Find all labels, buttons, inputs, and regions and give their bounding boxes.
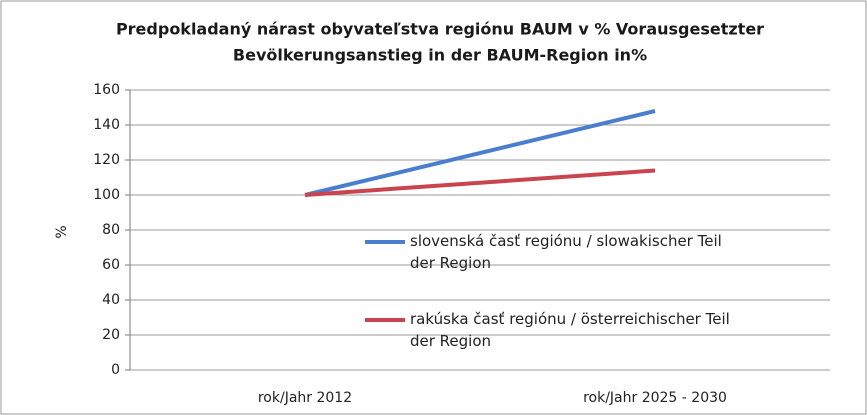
y-tick-label: 60 [102, 257, 120, 273]
y-tick-label: 100 [93, 187, 120, 203]
y-tick-label: 40 [102, 292, 120, 308]
series-line [304, 109, 656, 197]
legend-label: slovenská časť regiónu / slowakischer Te… [410, 232, 722, 272]
series-line [304, 168, 656, 197]
chart-title: Predpokladaný nárast obyvateľstva región… [116, 20, 764, 39]
y-tick-label: 160 [93, 82, 120, 98]
x-tick-label: rok/Jahr 2012 [258, 390, 352, 406]
y-tick-label: 140 [93, 117, 120, 133]
y-tick-label: 80 [102, 222, 120, 238]
chart-title: Bevölkerungsanstieg in der BAUM-Region i… [233, 46, 647, 65]
y-tick-label: 20 [102, 327, 120, 343]
legend-label: rakúska časť regiónu / österreichischer … [410, 310, 730, 350]
y-axis-label: % [54, 225, 70, 238]
y-tick-label: 0 [111, 362, 120, 378]
y-tick-label: 120 [93, 152, 120, 168]
x-tick-label: rok/Jahr 2025 - 2030 [583, 390, 727, 406]
